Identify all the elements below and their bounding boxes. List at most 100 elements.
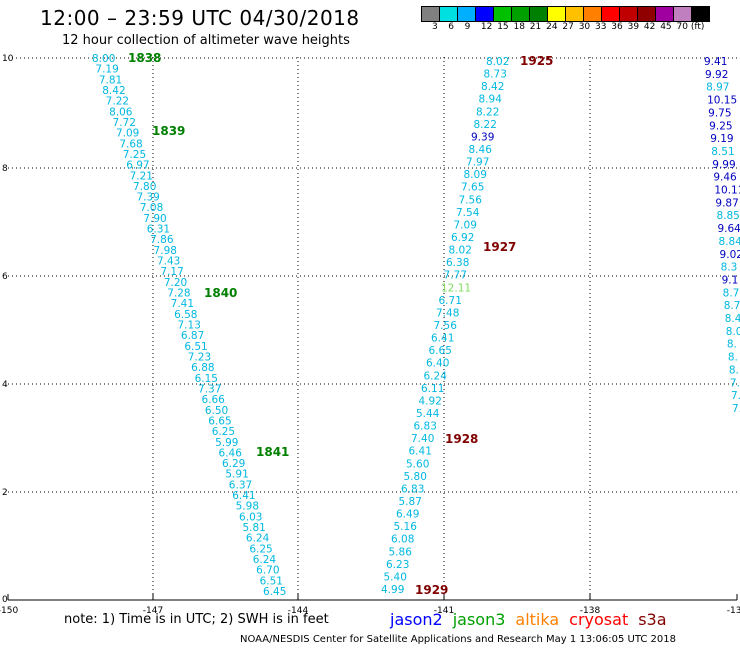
track-b-value: 7.40 (411, 433, 434, 445)
track-a-value: 6.25 (212, 426, 235, 438)
track-a-value: 8.42 (102, 85, 125, 97)
track-b-value: 6.83 (401, 483, 424, 495)
track-b-time: 1929 (415, 583, 448, 597)
track-b-value: 9.39 (471, 131, 494, 143)
track-c-value: 8. (727, 339, 737, 351)
color-scale-label: 18 (513, 22, 525, 32)
color-scale-label: 30 (578, 22, 591, 32)
track-a-time: 1841 (256, 445, 289, 459)
track-a-value: 6.37 (229, 479, 252, 491)
color-scale-label: 24 (546, 22, 558, 32)
track-b-value: 8.02 (486, 56, 509, 68)
color-scale-label: 12 (480, 22, 493, 32)
track-a-value: 7.23 (188, 351, 211, 363)
track-a-value: 7.68 (119, 138, 142, 150)
track-c-value: 8.84 (719, 236, 740, 248)
track-b-value: 6.92 (451, 232, 474, 244)
y-tick-label: 2 (2, 488, 8, 498)
color-scale-cell (691, 6, 710, 22)
track-a-value: 6.70 (256, 565, 279, 577)
track-b-value: 6.40 (426, 358, 449, 370)
y-tick-label: 0 (2, 595, 8, 605)
track-c-value: 8.85 (716, 210, 739, 222)
track-b-value: 8.22 (474, 119, 497, 131)
color-scale-label: 70 (ft) (676, 22, 705, 32)
track-c-value: 8.0 (726, 326, 740, 338)
track-c-value: 7. (731, 390, 740, 402)
x-tick-label: -147 (143, 606, 163, 616)
track-b-value: 6.08 (391, 534, 414, 546)
track-a-value: 7.43 (157, 256, 180, 268)
track-b-value: 7.09 (454, 219, 477, 231)
x-tick-label: -144 (288, 606, 309, 616)
track-c-value: 9.1 (722, 274, 739, 286)
track-b-value: 6.71 (439, 295, 462, 307)
track-a-value: 7.41 (171, 298, 194, 310)
track-c-value: 8.4 (725, 313, 740, 325)
track-b-value: 4.92 (419, 395, 442, 407)
track-b-value: 6.24 (424, 370, 448, 382)
color-scale-label: 33 (595, 22, 607, 32)
track-a-time: 1840 (204, 286, 237, 300)
track-a-value: 6.41 (232, 490, 255, 502)
track-a-value: 7.17 (160, 266, 183, 278)
track-c-value: 10.11 (714, 185, 740, 197)
track-b-value: 5.44 (416, 408, 440, 420)
color-scale-label: 15 (497, 22, 509, 32)
page-subtitle: 12 hour collection of altimeter wave hei… (62, 33, 350, 48)
track-a-value: 6.51 (184, 341, 207, 353)
track-a-value: 8.06 (109, 106, 133, 118)
color-scale-bar (421, 6, 710, 26)
x-tick-label: -138 (580, 606, 601, 616)
track-a-value: 7.19 (95, 64, 118, 76)
track-c-value: 8.7 (724, 300, 740, 312)
track-a-value: 7.39 (136, 192, 159, 204)
track-b-value: 8.94 (479, 94, 503, 106)
x-tick-label: -150 (0, 606, 18, 616)
track-a-value: 7.21 (130, 170, 153, 182)
track-a-value: 6.51 (260, 575, 283, 587)
track-a-value: 7.37 (198, 383, 221, 395)
track-a-value: 7.20 (164, 277, 187, 289)
track-a-value: 6.87 (181, 330, 204, 342)
track-a-value: 6.97 (126, 160, 149, 172)
track-a-value: 6.58 (174, 309, 197, 321)
track-a-value: 5.99 (215, 437, 238, 449)
track-b-time: 1928 (445, 432, 478, 446)
color-scale-label: 39 (627, 22, 640, 32)
track-c-value: 8.3 (721, 262, 738, 274)
track-b-value: 8.73 (484, 69, 507, 81)
track-a-value: 7.72 (113, 117, 136, 129)
track-a-value: 7.86 (150, 234, 174, 246)
track-c-value: 9.92 (705, 69, 728, 81)
track-b-value: 7.48 (436, 307, 459, 319)
y-tick-label: 6 (2, 272, 8, 282)
track-a-value: 6.29 (222, 458, 245, 470)
track-a-value: 6.24 (253, 554, 277, 566)
track-a-value: 7.08 (140, 202, 163, 214)
track-b-value: 6.41 (409, 446, 432, 458)
track-b-value: 7.77 (444, 270, 467, 282)
track-c-value: 9.99 (712, 159, 735, 171)
color-scale-label: 3 (432, 22, 438, 32)
track-b-value: 7.54 (456, 207, 480, 219)
color-scale-label: 36 (611, 22, 623, 32)
track-c-value: 9.25 (709, 120, 732, 132)
track-a-value: 7.22 (106, 96, 129, 108)
track-c-value: 9.87 (715, 197, 738, 209)
track-a-value: 6.65 (208, 415, 231, 427)
track-b-value: 8.22 (476, 106, 499, 118)
track-c-value: 8. (729, 364, 739, 376)
track-c-value: 8.7 (723, 287, 740, 299)
track-b-value: 6.41 (431, 333, 454, 345)
track-b-value: 7.56 (459, 194, 483, 206)
track-c-value: 9.46 (713, 172, 737, 184)
track-a-time: 1839 (152, 124, 185, 138)
track-a-value: 6.50 (205, 405, 228, 417)
track-a-time: 1838 (128, 51, 161, 65)
track-c-value: 9.41 (704, 56, 727, 68)
x-tick-label: -135 (727, 606, 740, 616)
track-a-value: 7.80 (133, 181, 156, 193)
track-a-value: 7.98 (154, 245, 177, 257)
